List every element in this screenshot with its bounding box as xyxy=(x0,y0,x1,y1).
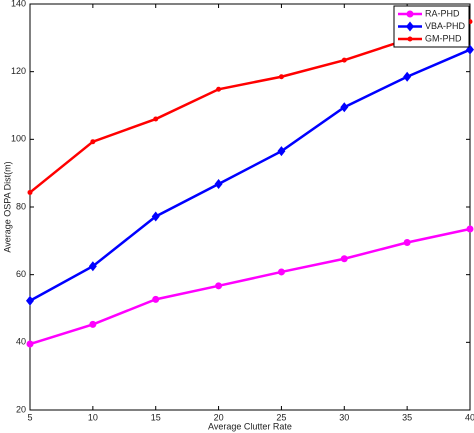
series-line xyxy=(29,48,471,302)
marker xyxy=(216,86,222,92)
y-tick-label: 20 xyxy=(16,404,26,414)
legend-label: VBA-PHD xyxy=(425,21,466,31)
x-tick-label: 40 xyxy=(465,412,474,422)
marker xyxy=(152,295,160,303)
y-tick-label: 80 xyxy=(16,201,26,211)
x-axis-label: Average Clutter Rate xyxy=(208,421,292,431)
marker xyxy=(403,71,412,82)
legend-marker xyxy=(406,10,414,18)
y-axis-label: Average OSPA Dist(m) xyxy=(2,161,12,252)
marker xyxy=(26,295,34,306)
marker xyxy=(88,261,97,272)
marker xyxy=(277,146,286,157)
marker xyxy=(341,57,347,63)
x-tick-label: 25 xyxy=(276,412,286,422)
legend-label: RA-PHD xyxy=(425,8,460,18)
marker xyxy=(340,255,348,263)
marker xyxy=(278,74,284,80)
legend-marker xyxy=(407,36,413,42)
marker xyxy=(403,239,411,247)
legend-marker xyxy=(406,21,414,32)
y-tick-label: 100 xyxy=(11,134,26,144)
y-tick-label: 40 xyxy=(16,337,26,347)
marker xyxy=(151,211,160,222)
marker xyxy=(153,116,159,122)
x-tick-label: 5 xyxy=(27,412,32,422)
x-tick-label: 30 xyxy=(339,412,349,422)
plot-frame xyxy=(29,3,471,411)
y-tick-label: 60 xyxy=(16,269,26,279)
marker xyxy=(214,178,223,189)
legend-label: GM-PHD xyxy=(425,33,462,43)
marker xyxy=(89,320,97,328)
marker xyxy=(27,189,33,195)
marker xyxy=(340,102,349,113)
x-tick-label: 10 xyxy=(88,412,98,422)
x-tick-label: 15 xyxy=(151,412,161,422)
y-tick-label: 140 xyxy=(11,0,26,8)
marker xyxy=(277,268,285,276)
series-line xyxy=(29,227,471,346)
marker xyxy=(466,225,474,233)
marker xyxy=(90,139,96,145)
x-tick-label: 35 xyxy=(402,412,412,422)
y-tick-label: 120 xyxy=(11,66,26,76)
marker xyxy=(215,282,223,290)
x-tick-label: 20 xyxy=(214,412,224,422)
marker xyxy=(26,340,34,348)
